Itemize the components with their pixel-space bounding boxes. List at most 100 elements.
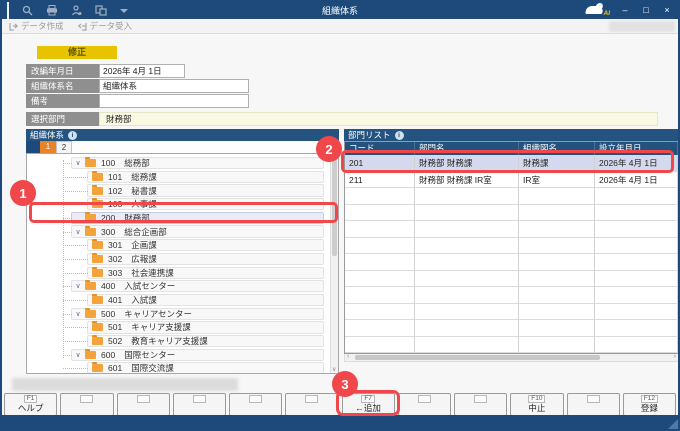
tree-item-500[interactable]: ∨ 500 キャリアセンター — [63, 307, 324, 320]
minimize-button[interactable]: – — [622, 5, 628, 15]
table-cell — [345, 188, 415, 205]
fkey-key-label — [305, 395, 319, 403]
fkey-empty-button-3[interactable] — [116, 393, 170, 416]
tree-item-name: 入試センター — [124, 281, 176, 292]
chevron-down-icon[interactable]: ∨ — [75, 351, 81, 359]
table-cell — [345, 336, 415, 353]
tree-panel-title: 組織体系 — [30, 130, 65, 140]
close-button[interactable]: × — [664, 5, 670, 15]
tree-item-400[interactable]: ∨ 400 入試センター — [63, 280, 324, 293]
table-cell: 2026年 4月 1日 — [595, 171, 678, 188]
tree-item-101[interactable]: 101 総務課 — [63, 170, 324, 183]
tree-item-code: 303 — [108, 267, 123, 278]
fkey-f12-button[interactable]: F12 登録 — [622, 393, 676, 416]
table-cell: 財務部 財務課 IR室 — [415, 171, 519, 188]
window-icon[interactable] — [7, 2, 9, 20]
tree-item-name: 総務課 — [131, 171, 157, 182]
tree-item-502[interactable]: 502 教育キャリア支援課 — [63, 334, 324, 348]
table-cell: 2026年 4月 1日 — [595, 155, 678, 172]
chevron-down-icon[interactable]: ∨ — [75, 310, 81, 318]
scroll-right-arrow[interactable]: › — [673, 353, 676, 360]
dept-row-empty[interactable] — [345, 237, 678, 254]
table-cell — [595, 320, 678, 337]
tree-item-102[interactable]: 102 秘書課 — [63, 184, 324, 197]
fkey-empty-button-8[interactable] — [397, 393, 451, 416]
revision-date-input[interactable] — [99, 64, 185, 78]
tree-item-401[interactable]: 401 入試課 — [63, 293, 324, 307]
chevron-down-icon[interactable]: ∨ — [75, 283, 81, 291]
fkey-empty-button-6[interactable] — [285, 393, 339, 416]
dept-row-empty[interactable] — [345, 336, 678, 353]
tree-item-code: 501 — [108, 322, 123, 333]
table-cell — [595, 287, 678, 304]
hscroll-thumb[interactable] — [355, 355, 600, 360]
tab-lead-block — [26, 141, 40, 153]
tab-1[interactable]: 1 — [40, 141, 56, 153]
fkey-empty-button-2[interactable] — [60, 393, 114, 416]
dept-row-empty[interactable] — [345, 270, 678, 287]
tree-item-301[interactable]: 301 企画課 — [63, 239, 324, 252]
tree-item-300[interactable]: ∨ 300 総合企画部 — [63, 225, 324, 238]
tree-item-601[interactable]: 601 国際交流課 — [63, 362, 324, 373]
user-icon[interactable] — [71, 5, 82, 16]
dept-row-empty[interactable] — [345, 221, 678, 238]
tree-item-303[interactable]: 303 社会連携課 — [63, 266, 324, 279]
folder-icon — [85, 225, 96, 236]
table-cell — [519, 336, 595, 353]
tree-item-code: 200 — [101, 212, 116, 223]
tree-item-302[interactable]: 302 広報課 — [63, 252, 324, 266]
table-cell — [415, 237, 519, 254]
tree-item-501[interactable]: 501 キャリア支援課 — [63, 321, 324, 334]
system-name-input[interactable] — [99, 79, 249, 93]
maximize-button[interactable]: □ — [643, 5, 649, 15]
dropdown-icon[interactable] — [120, 8, 128, 14]
tree-item-200[interactable]: 200 財務部 — [63, 211, 324, 225]
column-header: コード — [345, 142, 415, 155]
fkey-f10-button[interactable]: F10 中止 — [510, 393, 564, 416]
dept-row-empty[interactable] — [345, 254, 678, 271]
dept-table-header: コード 部門名 組織図名 設立年月日 — [345, 142, 678, 155]
data-create-button[interactable]: データ作成 — [6, 20, 67, 33]
dept-row-211[interactable]: 211 財務部 財務課 IR室 IR室 2026年 4月 1日 — [345, 171, 678, 188]
fkey-key-label — [249, 395, 263, 403]
fkey-text-label: ヘルプ — [17, 403, 44, 413]
scroll-left-arrow[interactable]: ‹ — [347, 353, 350, 360]
selected-dept-row: 選択部門 財務部 — [26, 112, 658, 126]
dept-row-201[interactable]: 201 財務部 財務課 財務課 2026年 4月 1日 — [345, 155, 678, 172]
tree-item-100[interactable]: ∨ 100 総務部 — [63, 157, 324, 170]
org-icon[interactable] — [95, 5, 107, 16]
print-icon[interactable] — [46, 5, 58, 16]
tree-item-code: 600 — [101, 349, 116, 360]
fkey-empty-button-9[interactable] — [454, 393, 508, 416]
data-accept-button[interactable]: データ受入 — [75, 20, 136, 33]
dept-row-empty[interactable] — [345, 204, 678, 221]
folder-icon — [92, 252, 103, 263]
fkey-empty-button-4[interactable] — [172, 393, 226, 416]
chevron-down-icon[interactable]: ∨ — [75, 228, 81, 236]
info-icon[interactable] — [68, 130, 78, 140]
dept-row-empty[interactable] — [345, 188, 678, 205]
tree-item-103[interactable]: 103 人事課 — [63, 198, 324, 211]
chevron-down-icon[interactable]: ∨ — [75, 160, 81, 168]
fkey-key-label: F7 — [361, 395, 375, 403]
tree-item-600[interactable]: ∨ 600 国際センター — [63, 348, 324, 361]
table-cell — [415, 287, 519, 304]
tree-item-code: 302 — [108, 253, 123, 264]
dept-row-empty[interactable] — [345, 303, 678, 320]
fkey-empty-button-5[interactable] — [229, 393, 283, 416]
tree-vertical-scrollbar[interactable] — [330, 154, 338, 373]
remarks-input[interactable] — [99, 94, 249, 108]
tree-scroll-thumb[interactable] — [332, 156, 337, 256]
fkey-empty-button-11[interactable] — [566, 393, 620, 416]
dept-row-empty[interactable] — [345, 320, 678, 337]
resize-grip-icon[interactable] — [668, 419, 678, 429]
list-horizontal-scrollbar[interactable]: ‹ › — [344, 353, 678, 362]
info-icon[interactable] — [394, 130, 404, 140]
fkey-key-label: F12 — [640, 395, 658, 403]
fkey-f1-button[interactable]: F1 ヘルプ — [4, 393, 58, 416]
dept-row-empty[interactable] — [345, 287, 678, 304]
fkey-f7-button[interactable]: F7 ←追加 — [341, 393, 395, 416]
tab-2[interactable]: 2 — [56, 141, 72, 153]
search-icon[interactable] — [22, 5, 33, 16]
